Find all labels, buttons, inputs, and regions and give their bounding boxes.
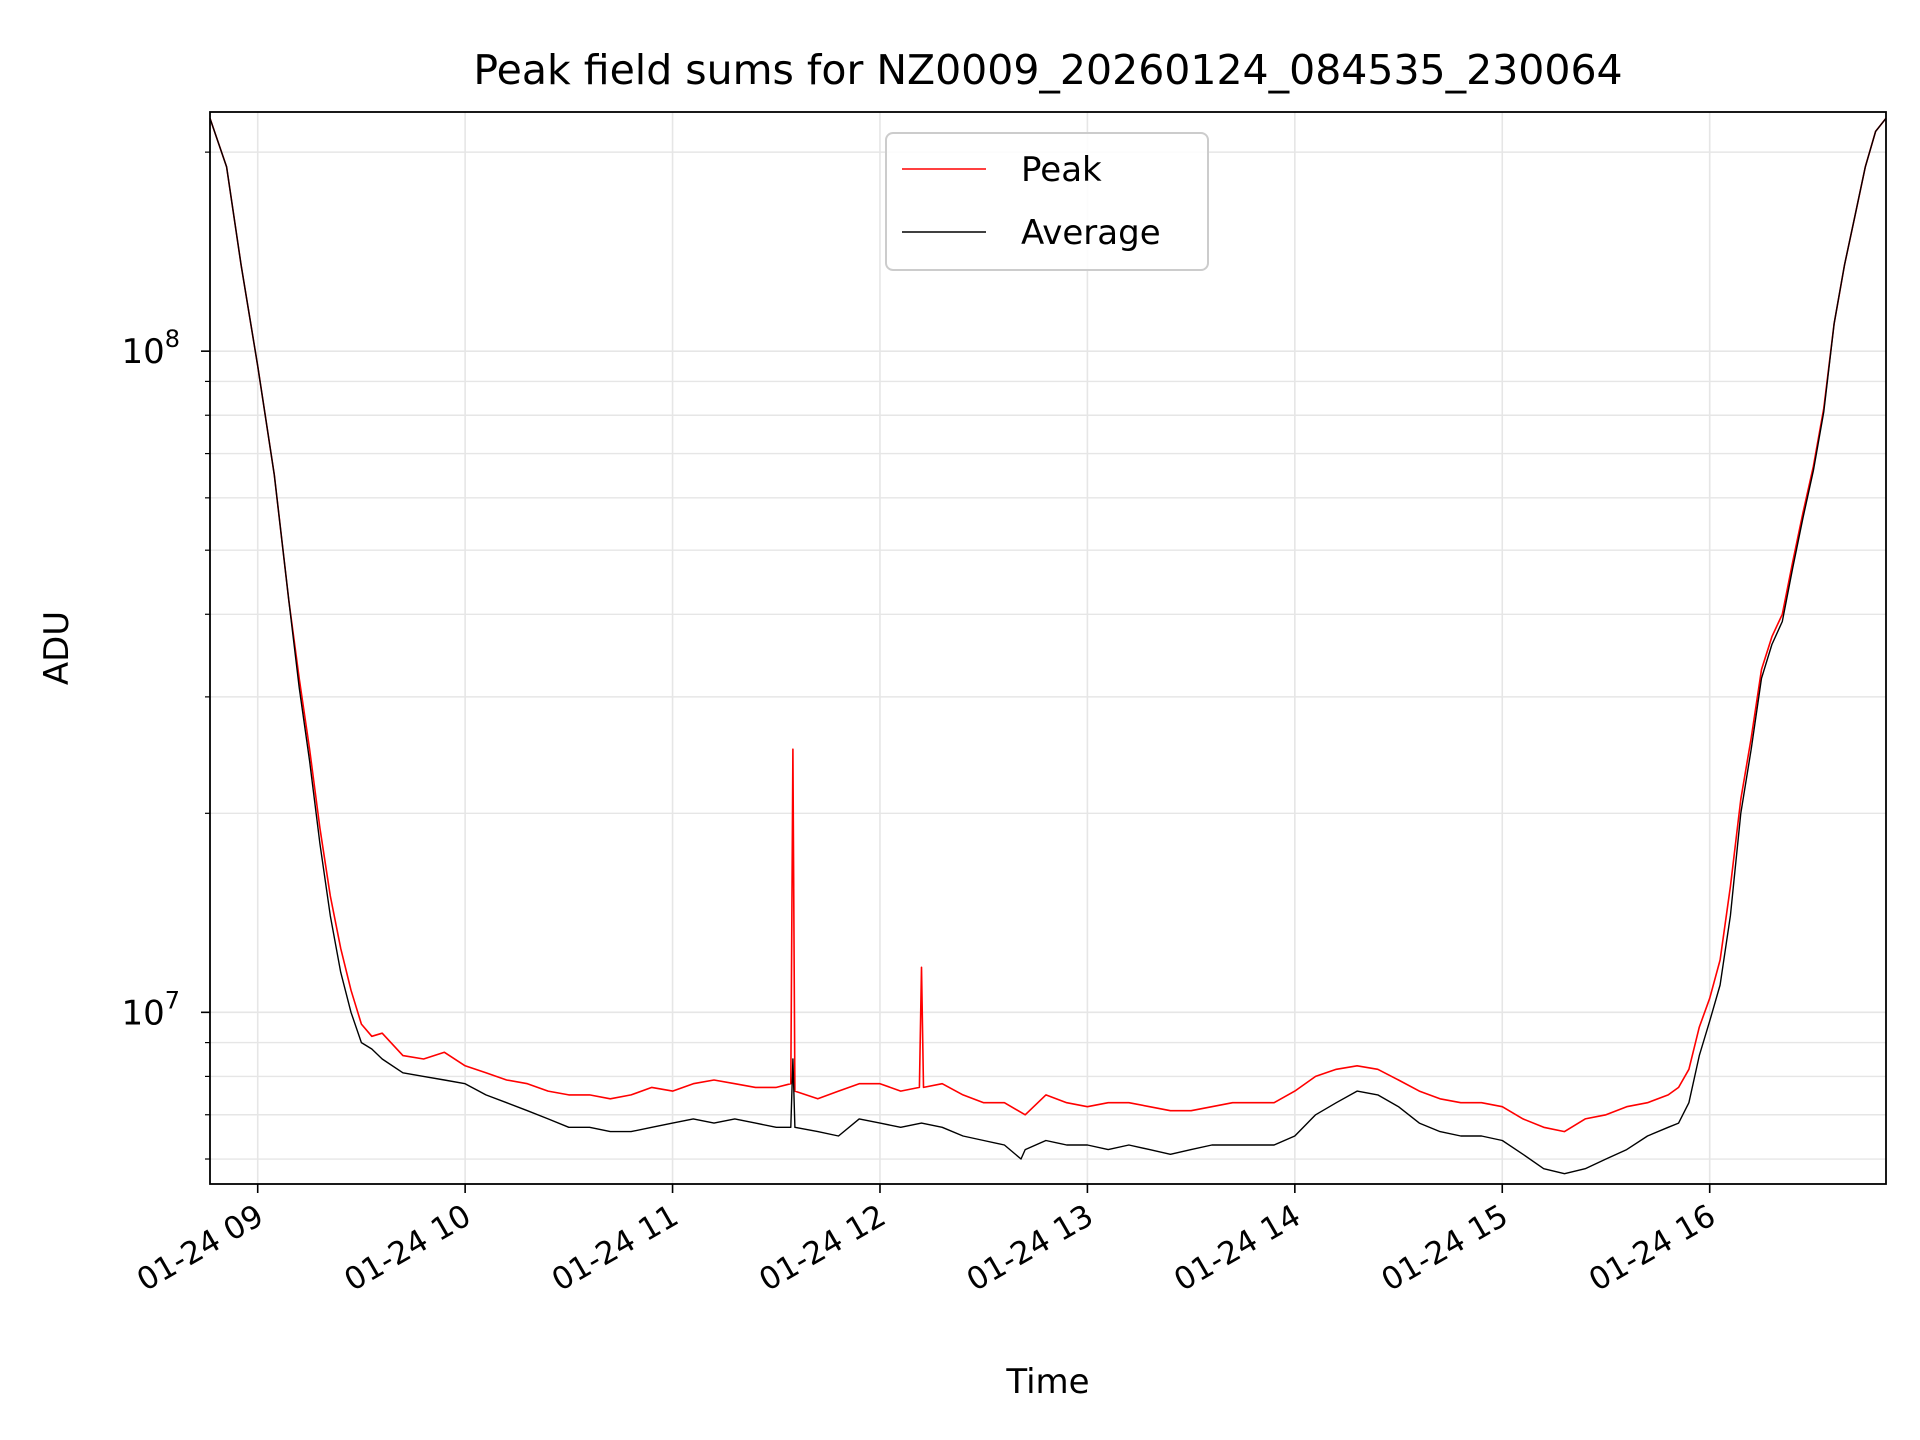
axes-frame bbox=[209, 111, 1887, 1185]
series-layer bbox=[209, 117, 1887, 1175]
x-axis-label: Time bbox=[1005, 1362, 1089, 1402]
y-tick-base: 10 bbox=[121, 332, 164, 372]
legend-box bbox=[885, 132, 1209, 271]
y-axis-label: ADU bbox=[37, 611, 77, 685]
y-tick-label: 108 bbox=[121, 325, 180, 372]
y-tick-label: 107 bbox=[121, 986, 180, 1033]
y-tick-base: 10 bbox=[121, 993, 164, 1033]
legend: Peak Average bbox=[885, 132, 1209, 271]
grid bbox=[210, 112, 1886, 1184]
y-tick-exponent: 7 bbox=[165, 986, 180, 1014]
legend-peak-label: Peak bbox=[1021, 150, 1102, 190]
series-line-peak bbox=[209, 117, 1887, 1133]
chart-title: Peak field sums for NZ0009_20260124_0845… bbox=[473, 46, 1622, 94]
legend-average-label: Average bbox=[1021, 213, 1161, 253]
y-tick-exponent: 8 bbox=[165, 325, 180, 353]
series-line-average bbox=[209, 117, 1887, 1175]
